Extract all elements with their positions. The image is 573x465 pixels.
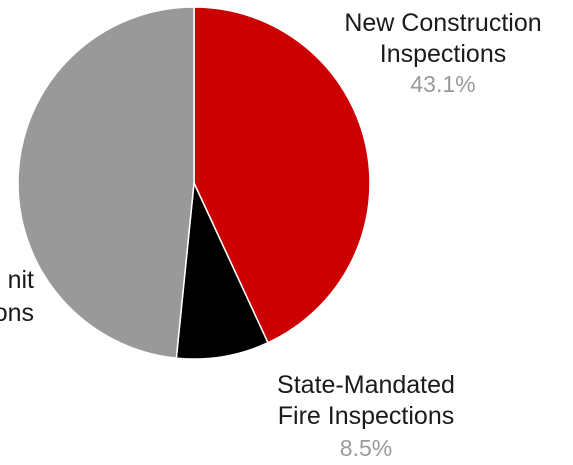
pie-slice-2 (17, 6, 195, 359)
slice-label-line: Fire Inspections (278, 402, 454, 430)
pie-slice-1 (175, 180, 269, 360)
slice-percent-label: 43.1% (410, 71, 475, 97)
slice-label-line: ons (0, 299, 34, 327)
pie-slice-0 (193, 6, 371, 344)
pie-slices (17, 6, 371, 360)
slice-label-line: New Construction (344, 9, 541, 37)
slice-label-line: State-Mandated (277, 371, 455, 399)
slice-label-line: Inspections (380, 40, 506, 68)
slice-label-line: nit (8, 266, 34, 294)
slice-percent-label: 8.5% (340, 435, 392, 461)
